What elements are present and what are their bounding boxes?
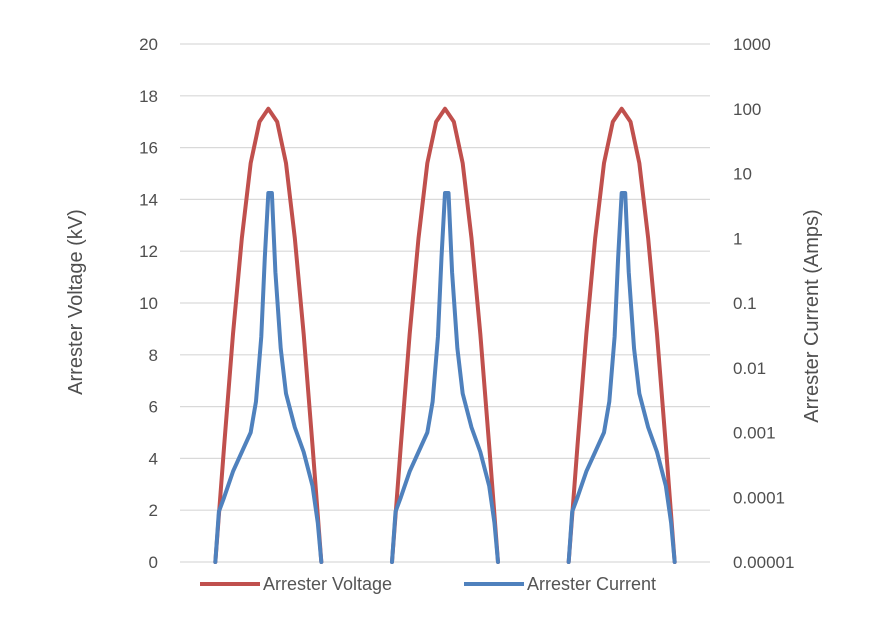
left-ticks: 0 2 4 6 8 10 12 14 16 18 20 — [139, 35, 158, 572]
left-tick-label: 18 — [139, 87, 158, 106]
left-axis-title: Arrester Voltage (kV) — [65, 209, 87, 395]
left-tick-label: 8 — [149, 346, 158, 365]
legend-label-arrester-voltage: Arrester Voltage — [263, 574, 392, 594]
right-tick-label: 0.001 — [733, 424, 776, 443]
left-tick-label: 2 — [149, 501, 158, 520]
left-tick-label: 12 — [139, 242, 158, 261]
left-tick-label: 4 — [149, 449, 158, 468]
left-tick-label: 14 — [139, 190, 158, 209]
left-tick-label: 6 — [149, 398, 158, 417]
right-tick-label: 0.01 — [733, 359, 766, 378]
right-tick-label: 0.0001 — [733, 488, 785, 507]
right-ticks: 0.00001 0.0001 0.001 0.01 0.1 1 10 100 1000 — [733, 35, 794, 572]
legend-label-arrester-current: Arrester Current — [527, 574, 656, 594]
right-tick-label: 0.1 — [733, 294, 757, 313]
legend: Arrester Voltage Arrester Current — [200, 574, 656, 594]
grid-layer — [180, 43, 710, 563]
series-layer — [213, 106, 677, 564]
left-tick-label: 16 — [139, 139, 158, 158]
left-tick-label: 0 — [149, 553, 158, 572]
series-line-arrester-current — [213, 190, 677, 564]
series-line-arrester-voltage — [213, 106, 677, 564]
right-tick-label: 1000 — [733, 35, 771, 54]
right-tick-label: 0.00001 — [733, 553, 794, 572]
left-tick-label: 10 — [139, 294, 158, 313]
right-axis-title: Arrester Current (Amps) — [801, 209, 823, 422]
left-tick-label: 20 — [139, 35, 158, 54]
right-tick-label: 1 — [733, 229, 742, 248]
right-tick-label: 100 — [733, 100, 761, 119]
right-tick-label: 10 — [733, 165, 752, 184]
